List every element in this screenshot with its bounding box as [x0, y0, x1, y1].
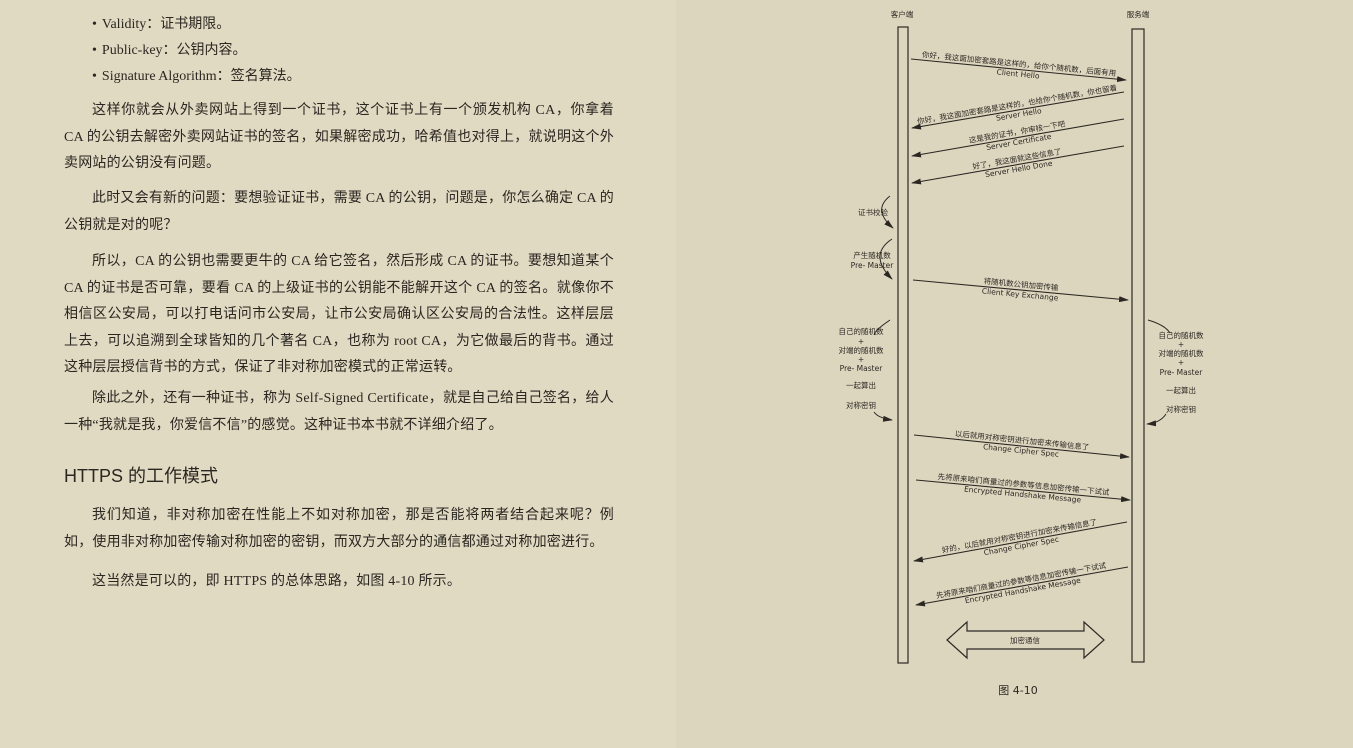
- note-compute-line: 对称密钥: [1166, 404, 1196, 414]
- note-compute-line: 对端的随机数: [839, 345, 884, 355]
- note-compute-line: +: [1178, 358, 1184, 367]
- paragraph: 我们知道，非对称加密在性能上不如对称加密，那是否能将两者结合起来呢？例如，使用非…: [64, 508, 614, 550]
- client-label: 客户端: [891, 9, 914, 19]
- message-arrow: [913, 434, 1130, 460]
- note-compute-line: 对端的随机数: [1159, 348, 1204, 358]
- message-arrow: [915, 566, 1129, 607]
- gen-random-arc: [879, 238, 893, 280]
- message-arrow: [912, 279, 1129, 303]
- message-label-en: Client Hello: [996, 67, 1040, 80]
- right-page: [676, 0, 1353, 748]
- note-compute-line: Pre- Master: [840, 364, 884, 373]
- note-compute-line: Pre- Master: [1160, 368, 1204, 377]
- paragraph: 这当然是可以的，即 HTTPS 的总体思路，如图 4-10 所示。: [92, 574, 462, 589]
- bullet-public-key: Public-key：公钥内容。: [92, 43, 247, 59]
- compute-arc-bottom: [873, 411, 893, 422]
- paragraph: 所以，CA 的公钥也需要更牛的 CA 给它签名，然后形成 CA 的证书。要想知道…: [64, 254, 614, 375]
- note-gen-random: 产生随机数: [853, 250, 891, 260]
- section-heading: HTTPS 的工作模式: [64, 466, 219, 486]
- note-pre-master: Pre- Master: [851, 261, 895, 270]
- message-label-cn: 你好，我这面加密套路是这样的，也给你个随机数，你也留着: [916, 82, 1117, 126]
- message-arrow: [911, 118, 1125, 158]
- note-compute-line: 一起算出: [1166, 385, 1196, 395]
- left-page: Validity：证书期限。 Public-key：公钥内容。 Signatur…: [0, 0, 676, 748]
- message-arrow: [911, 91, 1125, 130]
- cert-check-arc: [881, 195, 894, 229]
- server-lifeline: [1131, 28, 1145, 663]
- note-compute-line: 自己的随机数: [839, 326, 884, 336]
- note-compute-line: +: [858, 337, 864, 346]
- encrypted-comm-double-arrow: [946, 620, 1105, 660]
- note-compute-line: +: [1178, 340, 1184, 349]
- message-arrow: [913, 521, 1128, 563]
- note-compute-line: 自己的随机数: [1159, 330, 1204, 340]
- bullet-validity: Validity：证书期限。: [92, 17, 230, 33]
- message-arrow: [915, 479, 1131, 503]
- note-compute-line: +: [858, 355, 864, 364]
- message-arrow: [911, 145, 1125, 185]
- note-cert-check: 证书校验: [858, 207, 888, 217]
- paragraph: 此时又会有新的问题：要想验证证书，需要 CA 的公钥，问题是，你怎么确定 CA …: [64, 191, 614, 233]
- figure-caption: 图 4-10: [998, 684, 1037, 697]
- server-label: 服务端: [1127, 9, 1150, 19]
- note-compute-line: 一起算出: [846, 380, 876, 390]
- bullet-signature-algorithm: Signature Algorithm：签名算法。: [92, 69, 301, 85]
- server-compute-arc-top: [1147, 319, 1171, 334]
- client-lifeline: [897, 26, 909, 664]
- paragraph: 这样你就会从外卖网站上得到一个证书，这个证书上有一个颁发机构 CA，你拿着 CA…: [64, 103, 614, 171]
- message-arrow: [910, 58, 1127, 83]
- compute-arc-top: [873, 319, 891, 336]
- paragraph: 除此之外，还有一种证书，称为 Self-Signed Certificate，就…: [64, 391, 614, 433]
- note-compute-line: 对称密钥: [846, 400, 876, 410]
- server-compute-arc-bottom: [1146, 413, 1167, 427]
- encrypted-comm-label: 加密通信: [1010, 635, 1040, 645]
